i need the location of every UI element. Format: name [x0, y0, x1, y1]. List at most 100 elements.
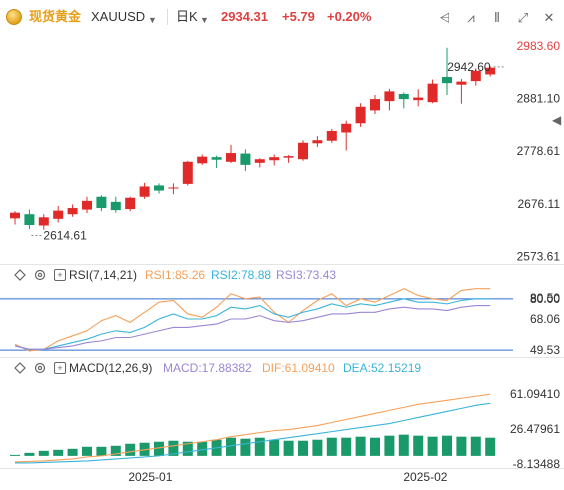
- candle-body[interactable]: [110, 201, 121, 211]
- high-price-label: 2942.60: [447, 60, 491, 74]
- macd-histogram-bar: [96, 446, 107, 456]
- rsi-y-tick-label: 80.00: [530, 292, 560, 306]
- gear-icon[interactable]: [34, 269, 46, 281]
- macd-histogram-bar: [384, 435, 395, 456]
- macd-histogram-bar: [456, 436, 467, 456]
- rsi-y-tick-label: 49.53: [530, 343, 560, 357]
- candle-body[interactable]: [125, 197, 136, 210]
- candle-body[interactable]: [326, 130, 337, 141]
- dif-line: [14, 393, 491, 463]
- chart-header: 现货黄金 XAUUSD ▼ 日K ▼ 2934.31 +5.79 +0.20% …: [0, 0, 564, 34]
- rsi-y-tick-label: 80.50: [530, 291, 560, 305]
- collapse-panel-icon[interactable]: ◀: [552, 113, 562, 127]
- close-icon[interactable]: ✕: [543, 10, 555, 25]
- candle-body[interactable]: [96, 196, 107, 209]
- candle-body[interactable]: [470, 70, 481, 82]
- candle-body[interactable]: [456, 81, 467, 85]
- drawing-tools-icon[interactable]: ⩤: [439, 10, 451, 25]
- candle-body[interactable]: [355, 106, 366, 124]
- indicator-toggle-icon[interactable]: +: [54, 362, 66, 374]
- candle-body[interactable]: [312, 140, 323, 144]
- macd-histogram-bar: [82, 446, 92, 456]
- candle-type-icon[interactable]: ⫴: [494, 10, 500, 25]
- candle-body[interactable]: [168, 187, 179, 189]
- rsi-series-line-2: [14, 298, 491, 350]
- candle-body[interactable]: [10, 212, 20, 219]
- macd-y-tick-label: -8.13488: [513, 457, 561, 471]
- fullscreen-icon[interactable]: ⤢: [517, 10, 529, 25]
- macd-histogram-bar: [53, 449, 64, 456]
- period-selector[interactable]: 日K: [176, 9, 198, 24]
- macd-histogram-bar: [283, 440, 294, 456]
- macd-histogram-bar: [125, 443, 136, 456]
- candle-body[interactable]: [38, 217, 49, 226]
- candle-body[interactable]: [283, 156, 294, 158]
- rsi1-value: RSI1:85.26: [145, 268, 206, 282]
- price-change-percent: +0.20%: [327, 9, 372, 24]
- macd-histogram-bar: [168, 440, 179, 456]
- candle-body[interactable]: [370, 99, 380, 111]
- candle-body[interactable]: [298, 142, 308, 160]
- rsi-y-tick-label: 68.06: [530, 312, 560, 326]
- macd-histogram-bar: [67, 448, 78, 456]
- macd-histogram-bar: [485, 437, 496, 456]
- macd-histogram-bar: [10, 454, 20, 456]
- macd-histogram-bar: [240, 438, 251, 456]
- macd-histogram-bar: [226, 437, 236, 456]
- candle-body[interactable]: [211, 157, 222, 160]
- candle-body[interactable]: [269, 157, 280, 161]
- dea-value: DEA:52.15219: [343, 361, 422, 375]
- price-y-tick-label: 2778.61: [517, 144, 561, 158]
- eye-icon[interactable]: [14, 269, 26, 281]
- price-y-tick-label: 2676.11: [518, 197, 561, 211]
- candle-body[interactable]: [384, 91, 395, 102]
- macd-histogram-bar: [470, 436, 481, 456]
- rsi2-value: RSI2:78.88: [211, 268, 272, 282]
- macd-histogram-bar: [154, 441, 164, 456]
- x-axis-tick-label: 2025-01: [128, 470, 172, 484]
- low-price-label: 2614.61: [43, 228, 87, 242]
- candle-body[interactable]: [67, 208, 78, 215]
- indicator-toggle-icon[interactable]: +: [54, 269, 66, 281]
- macd-histogram-bar: [427, 436, 438, 456]
- candle-body[interactable]: [24, 214, 35, 225]
- candle-body[interactable]: [240, 153, 251, 165]
- macd-legend: + MACD(12,26,9) MACD:17.88382 DIF:61.094…: [0, 360, 564, 376]
- symbol-dropdown-icon[interactable]: ▼: [148, 15, 157, 25]
- macd-histogram-bar: [442, 435, 452, 456]
- header-divider: [167, 9, 168, 25]
- price-change: +5.79: [282, 9, 315, 24]
- price-y-tick-label: 2983.60: [517, 39, 561, 53]
- rsi-legend: + RSI(7,14,21) RSI1:85.26 RSI2:78.88 RSI…: [0, 267, 564, 283]
- candle-body[interactable]: [154, 185, 164, 191]
- macd-histogram-bar: [341, 437, 352, 456]
- candle-body[interactable]: [182, 161, 193, 184]
- period-dropdown-icon[interactable]: ▼: [200, 15, 209, 25]
- candle-body[interactable]: [254, 159, 265, 163]
- macd-y-tick-label: 61.09410: [510, 387, 560, 401]
- symbol-selector[interactable]: XAUUSD: [91, 9, 146, 24]
- last-price: 2934.31: [221, 9, 268, 24]
- candle-body[interactable]: [413, 97, 424, 101]
- dea-line: [15, 402, 491, 464]
- instrument-name: 现货黄金: [29, 9, 82, 24]
- macd-histogram-bar: [370, 437, 380, 456]
- candle-body[interactable]: [82, 200, 92, 210]
- candle-body[interactable]: [442, 77, 452, 84]
- x-axis-tick-label: 2025-02: [403, 470, 447, 484]
- candle-body[interactable]: [226, 153, 236, 162]
- candle-body[interactable]: [53, 210, 64, 219]
- candle-body[interactable]: [398, 93, 409, 100]
- candle-body[interactable]: [139, 186, 150, 197]
- candle-body[interactable]: [197, 156, 208, 164]
- candle-body[interactable]: [427, 83, 438, 103]
- gear-icon[interactable]: [34, 362, 46, 374]
- candle-body[interactable]: [341, 123, 352, 133]
- eye-icon[interactable]: [14, 362, 26, 374]
- candle-body[interactable]: [485, 67, 496, 75]
- indicator-icon[interactable]: ⩘: [467, 10, 475, 25]
- dif-value: DIF:61.09410: [262, 361, 335, 375]
- macd-histogram-bar: [24, 452, 35, 456]
- rsi-series-line-1: [14, 288, 491, 352]
